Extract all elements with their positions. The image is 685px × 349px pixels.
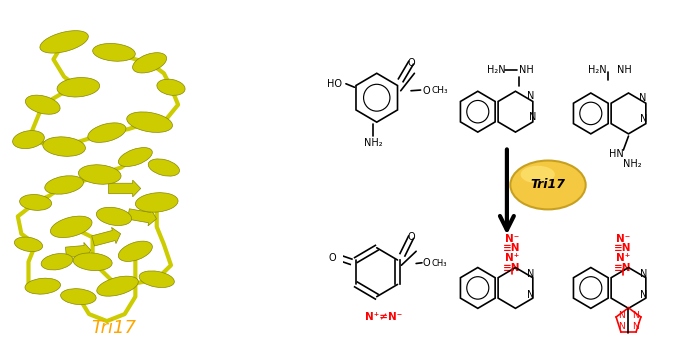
Text: N: N <box>529 112 536 122</box>
Text: N⁺≠N⁻: N⁺≠N⁻ <box>365 312 402 322</box>
Ellipse shape <box>14 237 42 252</box>
Text: O: O <box>408 58 415 68</box>
Ellipse shape <box>157 79 185 95</box>
Ellipse shape <box>73 253 112 270</box>
Text: H₂N: H₂N <box>588 65 606 75</box>
Ellipse shape <box>127 112 173 132</box>
Text: N: N <box>527 91 534 101</box>
Text: O: O <box>408 232 415 242</box>
Text: HN: HN <box>609 149 624 158</box>
Ellipse shape <box>25 95 60 114</box>
Ellipse shape <box>41 254 73 270</box>
Text: ≡N: ≡N <box>503 263 521 273</box>
Ellipse shape <box>133 53 166 73</box>
FancyArrow shape <box>92 228 121 246</box>
Text: N: N <box>632 311 638 320</box>
Text: HO: HO <box>327 79 342 89</box>
Text: NH: NH <box>519 65 534 75</box>
Ellipse shape <box>51 216 92 238</box>
Text: ≡N: ≡N <box>614 244 632 253</box>
Text: N: N <box>640 114 647 124</box>
Text: N: N <box>640 269 647 279</box>
Text: NH₂: NH₂ <box>623 159 642 169</box>
Ellipse shape <box>12 131 45 149</box>
Ellipse shape <box>40 31 88 53</box>
Ellipse shape <box>136 193 178 212</box>
Ellipse shape <box>45 176 84 194</box>
Text: CH₃: CH₃ <box>432 86 448 95</box>
Ellipse shape <box>139 271 174 288</box>
Text: O: O <box>423 259 431 268</box>
Text: O: O <box>423 86 431 96</box>
Text: N: N <box>619 322 625 331</box>
Text: N⁺: N⁺ <box>616 253 630 263</box>
Text: N: N <box>632 322 638 331</box>
Text: N: N <box>619 311 625 320</box>
Text: Tri17: Tri17 <box>92 319 136 337</box>
Ellipse shape <box>119 148 152 166</box>
Text: CH₃: CH₃ <box>432 259 447 268</box>
Text: O: O <box>328 253 336 263</box>
Text: N⁻: N⁻ <box>616 234 630 244</box>
Text: NH₂: NH₂ <box>364 138 383 148</box>
Ellipse shape <box>119 241 152 261</box>
Ellipse shape <box>148 159 179 176</box>
Text: H₂N: H₂N <box>486 65 505 75</box>
Ellipse shape <box>88 123 126 142</box>
Ellipse shape <box>92 44 136 61</box>
Text: N: N <box>638 93 646 103</box>
Ellipse shape <box>97 276 138 296</box>
Text: N: N <box>527 290 534 300</box>
Ellipse shape <box>57 77 100 97</box>
Ellipse shape <box>25 278 60 294</box>
FancyArrow shape <box>66 243 91 259</box>
Ellipse shape <box>42 137 86 156</box>
Ellipse shape <box>521 166 555 183</box>
Text: ≡N: ≡N <box>614 263 632 273</box>
Ellipse shape <box>78 165 121 184</box>
Text: ≡N: ≡N <box>503 244 521 253</box>
Ellipse shape <box>60 289 96 305</box>
Ellipse shape <box>20 194 51 210</box>
Text: NH: NH <box>616 65 632 75</box>
FancyArrow shape <box>127 209 156 226</box>
Text: N: N <box>640 290 647 300</box>
Text: Tri17: Tri17 <box>530 178 566 192</box>
FancyArrow shape <box>109 180 140 197</box>
Ellipse shape <box>510 161 586 209</box>
Text: N⁺: N⁺ <box>505 253 519 263</box>
Text: N⁻: N⁻ <box>505 234 519 244</box>
Ellipse shape <box>97 207 132 225</box>
Text: N: N <box>527 269 534 279</box>
